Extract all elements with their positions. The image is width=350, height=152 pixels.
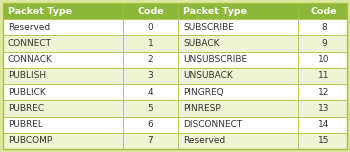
Text: CONNECT: CONNECT bbox=[8, 39, 52, 48]
Bar bbox=[3, 3, 347, 19]
Text: 11: 11 bbox=[318, 71, 330, 81]
Text: PUBLICK: PUBLICK bbox=[8, 88, 46, 97]
Bar bbox=[3, 84, 347, 100]
Text: Reserved: Reserved bbox=[8, 23, 50, 32]
Text: 0: 0 bbox=[148, 23, 153, 32]
Text: Packet Type: Packet Type bbox=[8, 7, 72, 16]
Text: 2: 2 bbox=[148, 55, 153, 64]
Bar bbox=[3, 117, 347, 133]
Text: 13: 13 bbox=[318, 104, 330, 113]
Bar bbox=[3, 68, 347, 84]
Text: DISCONNECT: DISCONNECT bbox=[183, 120, 242, 129]
Text: PINGREQ: PINGREQ bbox=[183, 88, 224, 97]
Text: Packet Type: Packet Type bbox=[183, 7, 247, 16]
Text: 1: 1 bbox=[148, 39, 153, 48]
Text: SUBSCRIBE: SUBSCRIBE bbox=[183, 23, 234, 32]
Text: PINRESP: PINRESP bbox=[183, 104, 221, 113]
Text: 14: 14 bbox=[318, 120, 330, 129]
Bar bbox=[3, 100, 347, 117]
Text: 15: 15 bbox=[318, 136, 330, 145]
Text: UNSUBSCRIBE: UNSUBSCRIBE bbox=[183, 55, 247, 64]
Text: 8: 8 bbox=[321, 23, 327, 32]
Text: PUBREL: PUBREL bbox=[8, 120, 43, 129]
Text: 3: 3 bbox=[148, 71, 153, 81]
Bar bbox=[3, 19, 347, 35]
Text: Code: Code bbox=[137, 7, 164, 16]
Text: PUBREC: PUBREC bbox=[8, 104, 44, 113]
Text: 5: 5 bbox=[148, 104, 153, 113]
Bar bbox=[3, 52, 347, 68]
Text: Code: Code bbox=[311, 7, 337, 16]
Bar bbox=[3, 133, 347, 149]
Text: Reserved: Reserved bbox=[183, 136, 225, 145]
Text: 4: 4 bbox=[148, 88, 153, 97]
Text: UNSUBACK: UNSUBACK bbox=[183, 71, 233, 81]
Text: PUBLISH: PUBLISH bbox=[8, 71, 46, 81]
Text: 10: 10 bbox=[318, 55, 330, 64]
Text: 7: 7 bbox=[148, 136, 153, 145]
Text: SUBACK: SUBACK bbox=[183, 39, 219, 48]
Bar bbox=[3, 35, 347, 52]
Text: 6: 6 bbox=[148, 120, 153, 129]
Text: 9: 9 bbox=[321, 39, 327, 48]
Text: 12: 12 bbox=[318, 88, 330, 97]
Text: CONNACK: CONNACK bbox=[8, 55, 53, 64]
Text: PUBCOMP: PUBCOMP bbox=[8, 136, 52, 145]
